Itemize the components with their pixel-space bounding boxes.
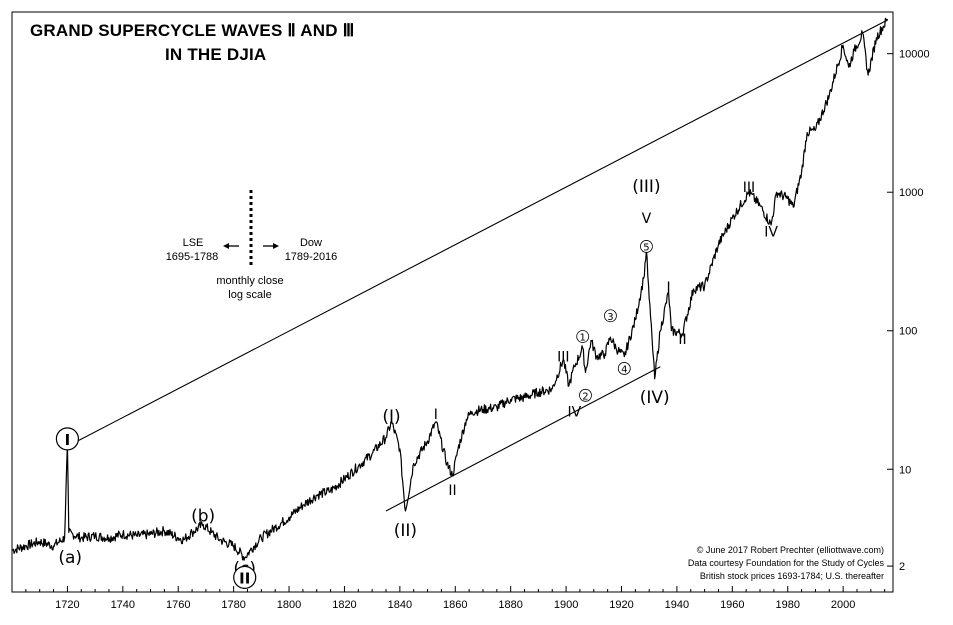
wave-circle-icon (640, 240, 653, 253)
wave-label: 4 (621, 364, 627, 375)
wave-label: 3 (607, 312, 613, 323)
wave-circle-icon (576, 330, 590, 343)
legend-dow-range: 1789-2016 (285, 251, 338, 263)
x-tick-label: 1780 (221, 599, 245, 611)
x-tick-label: 1880 (498, 599, 522, 611)
wave-label: V (883, 0, 893, 3)
x-tick-label: 1740 (111, 599, 135, 611)
x-tick-label: 1920 (609, 599, 633, 611)
y-tick-label: 100 (899, 326, 917, 338)
x-tick-label: 1760 (166, 599, 190, 611)
y-tick-label: 1000 (899, 187, 923, 199)
x-tick-label: 1940 (665, 599, 689, 611)
wave-label: I (65, 431, 71, 449)
x-tick-label: 1860 (443, 599, 467, 611)
wave-label: 2 (582, 391, 588, 402)
trendline (385, 366, 661, 512)
djia-line (11, 17, 889, 561)
x-tick-label: 1900 (554, 599, 578, 611)
wave-circle-icon (579, 388, 592, 402)
x-tick-label: 1800 (277, 599, 301, 611)
x-tick-label: 1980 (775, 599, 799, 611)
y-tick-label: 10000 (899, 49, 930, 61)
trendline (69, 19, 888, 446)
wave-labels: I(a)(b)(c)II(I)(II)IIIIIIIV12345V(III)(I… (55, 0, 893, 589)
trendlines (69, 19, 888, 512)
wave-label: II (448, 483, 456, 499)
legend-lse-label: LSE (183, 237, 204, 249)
y-tick-label: 2 (899, 561, 905, 573)
x-tick-label: 1820 (332, 599, 356, 611)
wave-label: III (743, 180, 755, 196)
x-tick-label: 1840 (388, 599, 412, 611)
legend-note-monthly: monthly close (216, 275, 283, 287)
wave-label: V (642, 211, 652, 227)
legend-note-log: log scale (228, 289, 271, 301)
arrow-left-head-icon (223, 243, 229, 249)
legend-lse-range: 1695-1788 (166, 251, 219, 263)
wave-label: (III) (632, 177, 660, 197)
wave-label: II (678, 332, 686, 348)
chart-title-line-2: IN THE DJIA (165, 45, 267, 64)
wave-label: (IV) (640, 388, 670, 408)
wave-circle-icon (55, 427, 80, 451)
price-series (11, 17, 889, 561)
arrow-right-head-icon (273, 243, 279, 249)
wave-label: (II) (394, 521, 417, 541)
wave-circle-icon (617, 362, 631, 375)
wave-label: I (667, 280, 671, 296)
x-tick-label: 1720 (55, 599, 79, 611)
wave-circle-icon (604, 309, 617, 323)
chart-title-line-1: GRAND SUPERCYCLE WAVES Ⅱ AND Ⅲ (30, 21, 355, 40)
plot-frame (11, 11, 894, 593)
wave-label: (I) (382, 407, 400, 427)
legend-dow-label: Dow (300, 237, 322, 249)
wave-label: (a) (58, 548, 82, 568)
legend-divider (223, 190, 279, 268)
wave-label: IV (568, 405, 582, 421)
credit-data-source: Data courtesy Foundation for the Study o… (687, 558, 884, 568)
y-tick-label: 10 (899, 464, 911, 476)
wave-label: (b) (191, 506, 215, 526)
x-tick-label: 1960 (720, 599, 744, 611)
wave-label: I (434, 407, 438, 423)
wave-label: 1 (580, 333, 586, 344)
wave-label: II (239, 569, 250, 587)
axis-ticks: 1720 1740 1760 1780 1800 1820 1840 1860 1880 1900… (11, 49, 930, 611)
wave-label: 5 (643, 242, 649, 253)
credit-price-note: British stock prices 1693-1784; U.S. the… (699, 571, 884, 581)
wave-circle-icon (233, 565, 257, 589)
credit-copyright: © June 2017 Robert Prechter (elliottwave… (696, 545, 884, 555)
wave-label: IV (764, 224, 778, 240)
x-tick-label: 2000 (831, 599, 855, 611)
wave-label: III (557, 349, 569, 365)
